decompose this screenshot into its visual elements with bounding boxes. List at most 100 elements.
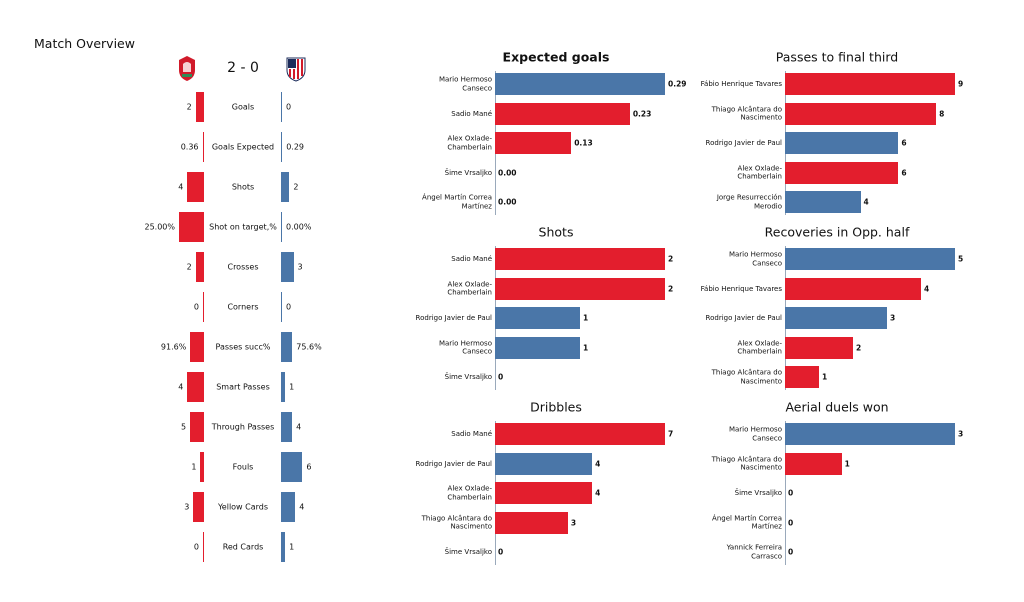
home-value: 0 [193,302,199,312]
player-name: Šime Vrsaljko [444,372,492,381]
player-name: Rodrigo Javier de Paul [415,313,492,322]
bar [495,307,580,329]
value-label: 4 [924,284,930,293]
bar [495,132,572,154]
chart-title: Dribbles [530,399,582,415]
bar [495,336,580,359]
player-name: Mario Hermoso Canseco [438,75,492,93]
value-label: 1 [822,372,828,382]
overview-title: Match Overview [34,36,135,51]
chart-title: Expected goals [502,49,610,65]
category-label: Passes succ% [215,342,271,352]
value-label: 5 [958,254,964,264]
away-bar [281,452,303,482]
score: 2 - 0 [227,60,259,76]
away-bar [281,172,290,202]
player-name: Thiago Alcântara do Nascimento [711,368,782,386]
player-name: Alex Oxlade-Chamberlain [447,280,492,297]
bar [785,248,955,270]
home-value: 4 [178,382,184,392]
player-name: Mario Hermoso Canseco [728,425,782,443]
value-label: 3 [958,429,964,439]
category-label: Corners [227,302,259,312]
player-name: Thiago Alcântara do Nascimento [711,455,782,472]
player-name: Ángel Martín Correa Martínez [422,193,492,211]
away-value: 2 [293,182,299,192]
value-label: 0 [498,372,504,382]
away-value: 0.00% [286,222,312,232]
category-label: Through Passes [211,422,275,432]
value-label: 3 [570,518,577,527]
bar [785,277,921,300]
bar [495,102,630,125]
category-label: Shots [231,182,255,192]
away-bar [281,332,293,362]
player-name: Šime Vrsaljko [734,488,782,497]
player-name: Fábio Henrique Tavares [700,284,782,293]
value-label: 0 [788,547,794,557]
home-bar [195,252,204,282]
away-bar [281,412,293,442]
away-crest [286,57,306,82]
away-bar [281,132,283,162]
player-name: Jorge Resurrección Merodio [716,193,782,211]
player-name: Alex Oxlade-Chamberlain [447,134,492,152]
player-name: Alex Oxlade-Chamberlain [447,484,492,502]
player-name: Thiago Alcântara do Nascimento [711,105,782,122]
player-name: Yannick Ferreira Carrasco [726,543,782,561]
player-name: Thiago Alcântara do Nascimento [421,514,492,531]
bar [785,102,937,125]
value-label: 1 [583,343,589,352]
away-value: 4 [296,422,302,432]
value-label: 3 [890,313,896,323]
bar [785,452,842,475]
chart-title: Passes to final third [775,49,899,65]
home-bar [195,92,204,122]
category-label: Red Cards [222,542,264,552]
chart-title: Shots [538,224,574,240]
bar [495,248,665,270]
away-bar [281,532,286,562]
player-name: Mario Hermoso Canseco [728,250,782,268]
category-label: Smart Passes [216,382,270,392]
bar [785,191,861,213]
away-bar [281,252,294,282]
away-bar [281,372,286,402]
player-name: Rodrigo Javier de Paul [705,313,782,322]
home-bar [203,532,204,562]
value-label: 0.23 [632,109,652,118]
player-name: Mario Hermoso Canseco [438,339,492,356]
bar [785,366,819,388]
home-bar [179,212,204,242]
away-value: 3 [297,262,303,272]
away-value: 1 [289,542,295,552]
bar [495,452,593,475]
home-value: 2 [186,102,192,112]
home-bar [187,372,204,402]
home-value: 4 [178,182,184,192]
bar [785,307,887,329]
home-bar [203,292,204,322]
bar [785,336,853,359]
home-bar [187,172,204,202]
away-bar [281,212,282,242]
category-label: Goals Expected [211,142,275,152]
category-label: Goals [231,102,255,112]
player-name: Fábio Henrique Tavares [700,79,782,88]
home-bar [200,452,204,482]
home-value: 1 [191,462,197,472]
value-label: 0 [788,488,794,498]
home-value: 0 [193,542,199,552]
player-name: Sadio Mané [451,109,492,118]
value-label: 0 [788,518,794,527]
away-bar [281,292,282,322]
chart-title: Aerial duels won [785,399,889,415]
bar [785,132,899,154]
away-bar [281,92,282,122]
bar [785,423,955,445]
value-label: 0.29 [668,79,687,89]
player-name: Sadio Mané [451,429,492,438]
value-label: 8 [939,109,945,118]
player-name: Ángel Martín Correa Martínez [712,514,782,531]
